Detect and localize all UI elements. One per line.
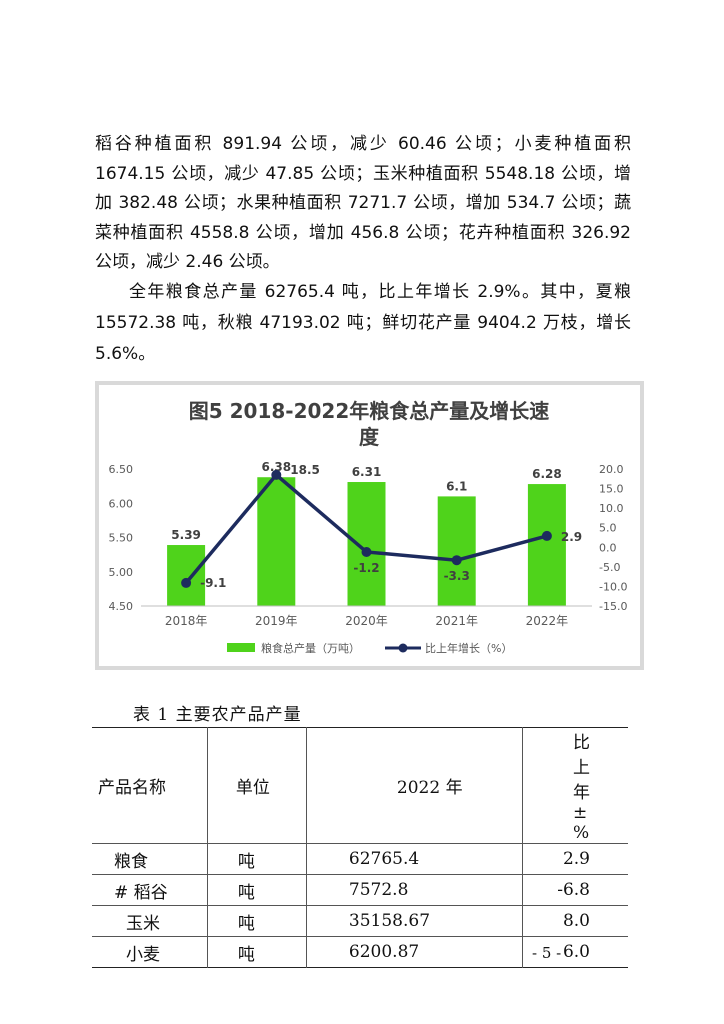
legend-bar-swatch — [227, 643, 255, 652]
bar-data-label: 6.31 — [352, 465, 382, 479]
legend-line-label: 比上年增长（%） — [425, 641, 512, 655]
growth-point-2022年 — [541, 530, 552, 541]
cell-unit: 吨 — [206, 905, 307, 937]
x-tick-label: 2018年 — [165, 614, 208, 628]
cell-product: 玉米 — [92, 905, 208, 937]
table-row: # 稻谷 吨 7572.8 -6.8 — [92, 874, 628, 906]
growth-point-2019年 — [271, 469, 282, 480]
cell-product: 小麦 — [126, 944, 160, 965]
header-change: 比上年±% — [522, 727, 628, 844]
chart-title: 图5 2018-2022年粮食总产量及增长速 — [189, 399, 550, 423]
cell-unit: 吨 — [206, 936, 307, 968]
cell-value: 35158.67 — [305, 905, 523, 937]
y-right-tick-label: 5.0 — [599, 522, 617, 535]
y-left-tick-label: 5.00 — [109, 566, 134, 579]
growth-data-label: -3.3 — [444, 569, 470, 583]
growth-point-2021年 — [451, 555, 462, 566]
cell-product: # 稻谷 — [92, 874, 208, 906]
bar-2019年 — [257, 477, 296, 606]
cell-value: 6200.87 — [305, 936, 523, 968]
bar-2018年 — [167, 545, 206, 606]
bar-data-label: 6.1 — [446, 479, 467, 493]
cell-change: 6.0 — [522, 936, 628, 968]
x-tick-label: 2019年 — [255, 614, 298, 628]
header-product-name: 产品名称 — [92, 727, 208, 844]
table-row: 粮食 吨 62765.4 2.9 — [92, 843, 628, 875]
y-right-tick-label: 15.0 — [599, 483, 624, 496]
table-caption: 表 1 主要农产品产量 — [133, 705, 302, 725]
page-number: - 5 - — [532, 944, 562, 962]
cell-unit: 吨 — [206, 843, 307, 875]
y-right-tick-label: -10.0 — [599, 580, 627, 593]
legend-bar-label: 粮食总产量（万吨） — [261, 641, 360, 655]
y-right-tick-label: 0.0 — [599, 541, 617, 554]
y-left-tick-label: 5.50 — [109, 532, 134, 545]
chart-title-line2: 度 — [359, 425, 380, 449]
y-right-tick-label: -15.0 — [599, 600, 627, 613]
bar-2022年 — [527, 484, 566, 606]
growth-point-2020年 — [361, 546, 372, 557]
main-farm-products-table: 产品名称 单位 2022 年 比上年±% 粮食 吨 62765.4 2.9 # … — [92, 727, 628, 968]
header-year: 2022 年 — [305, 727, 523, 844]
legend-line-marker — [398, 643, 408, 653]
table-row: 玉米 吨 35158.67 8.0 — [92, 905, 628, 937]
x-tick-label: 2020年 — [345, 614, 388, 628]
y-left-tick-label: 6.50 — [109, 463, 134, 476]
growth-point-2018年 — [181, 577, 192, 588]
bar-data-label: 6.28 — [532, 467, 562, 481]
y-right-tick-label: 20.0 — [599, 463, 624, 476]
cell-value: 7572.8 — [305, 874, 523, 906]
y-left-tick-label: 4.50 — [109, 600, 134, 613]
grain-output-chart: 图5 2018-2022年粮食总产量及增长速度 4.50 5.00 5.50 6.00 6… — [95, 381, 644, 670]
bar-data-label: 6.38 — [261, 460, 291, 474]
paragraph-planting-area: 稻谷种植面积 891.94 公顷，减少 60.46 公顷；小麦种植面积 1674… — [95, 134, 631, 272]
cell-value: 62765.4 — [305, 843, 523, 875]
cell-change: 8.0 — [522, 905, 628, 937]
y-right-tick-label: 10.0 — [599, 502, 624, 515]
x-tick-label: 2021年 — [435, 614, 478, 628]
bar-2020年 — [347, 482, 386, 606]
paragraph-grain-output: 全年粮食总产量 62765.4 吨，比上年增长 2.9%。其中，夏粮 15572… — [95, 282, 631, 364]
growth-data-label: 18.5 — [290, 463, 320, 477]
table-header-row: 产品名称 单位 2022 年 比上年±% — [92, 727, 628, 844]
cell-unit: 吨 — [206, 874, 307, 906]
growth-data-label: -1.2 — [353, 561, 379, 575]
growth-data-label: -9.1 — [200, 576, 226, 590]
header-unit: 单位 — [206, 727, 307, 844]
cell-change: 2.9 — [522, 843, 628, 875]
y-right-tick-label: -5.0 — [599, 561, 620, 574]
bar-2021年 — [437, 496, 476, 606]
bar-data-label: 5.39 — [171, 528, 201, 542]
cell-change: -6.8 — [522, 874, 628, 906]
y-left-tick-label: 6.00 — [109, 497, 134, 510]
x-tick-label: 2022年 — [526, 614, 569, 628]
table-row: 小麦 吨 6200.87 6.0 — [92, 936, 628, 968]
cell-product: 粮食 — [92, 843, 208, 875]
growth-data-label: 2.9 — [561, 530, 582, 544]
